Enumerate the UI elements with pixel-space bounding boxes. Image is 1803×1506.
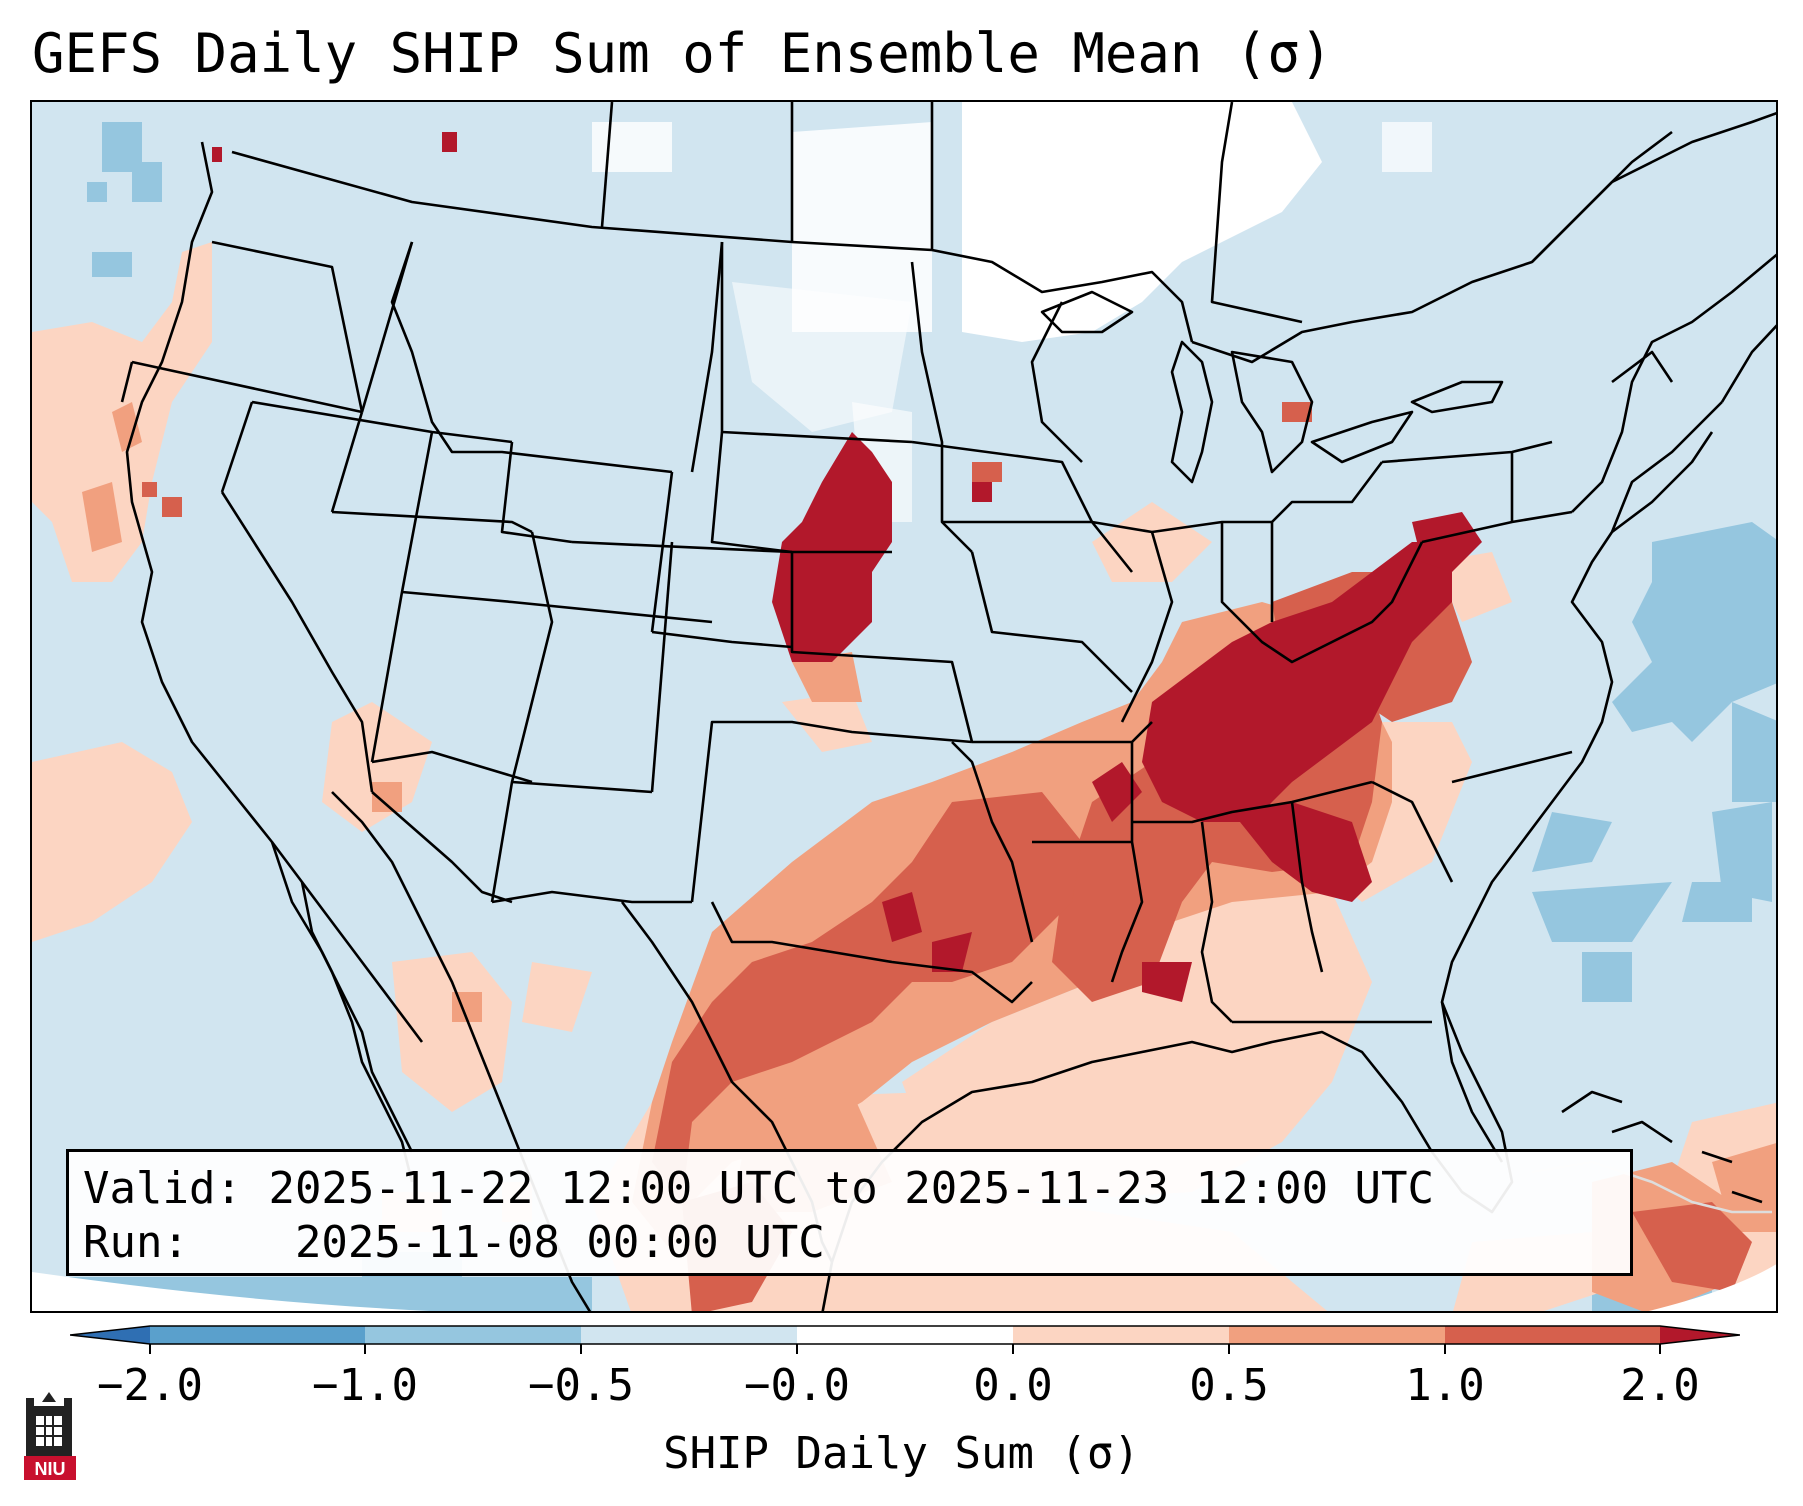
colorbar-segment — [581, 1326, 797, 1344]
colorbar-tick-label: −0.5 — [528, 1360, 634, 1411]
colorbar-segment — [1229, 1326, 1445, 1344]
colorbar-tick-label: 0.0 — [973, 1360, 1053, 1411]
niu-castle-icon: NIU — [24, 1392, 76, 1480]
colorbar-segment — [797, 1326, 1013, 1344]
run-time: 2025-11-08 00:00 UTC — [294, 1217, 825, 1268]
colorbar-tick-label: 0.5 — [1189, 1360, 1269, 1411]
colorbar-extend-low — [70, 1326, 150, 1344]
colorbar-tick-label: −1.0 — [312, 1360, 418, 1411]
colorbar-tick-label: −2.0 — [97, 1360, 203, 1411]
valid-label: Valid: — [83, 1163, 242, 1214]
colorbar-label: SHIP Daily Sum (σ) — [663, 1428, 1140, 1479]
political-boundaries — [120, 102, 1776, 1311]
valid-time-range: 2025-11-22 12:00 UTC to 2025-11-23 12:00… — [268, 1163, 1435, 1214]
projection-edge — [32, 1272, 430, 1311]
map-panel — [30, 100, 1778, 1313]
projection-edge — [1648, 1264, 1776, 1311]
colorbar-segment — [1013, 1326, 1229, 1344]
colorbar-segment — [150, 1326, 365, 1344]
colorbar-tick-label: −0.0 — [744, 1360, 850, 1411]
map-canvas — [32, 102, 1776, 1311]
colorbar-segment — [1445, 1326, 1660, 1344]
run-label: Run: — [83, 1217, 189, 1268]
valid-run-info-box: Valid: 2025-11-22 12:00 UTC to 2025-11-2… — [66, 1149, 1633, 1276]
chart-title: GEFS Daily SHIP Sum of Ensemble Mean (σ) — [32, 22, 1333, 85]
colorbar — [70, 1325, 1740, 1354]
colorbar-tick-label: 2.0 — [1620, 1360, 1700, 1411]
extreme-positive-regions — [212, 132, 1482, 1002]
neutral-regions — [592, 102, 1432, 522]
colorbar-extend-high — [1660, 1326, 1740, 1344]
logo-text: NIU — [35, 1459, 66, 1479]
colorbar-segment — [365, 1326, 581, 1344]
colorbar-tick-label: 1.0 — [1405, 1360, 1485, 1411]
